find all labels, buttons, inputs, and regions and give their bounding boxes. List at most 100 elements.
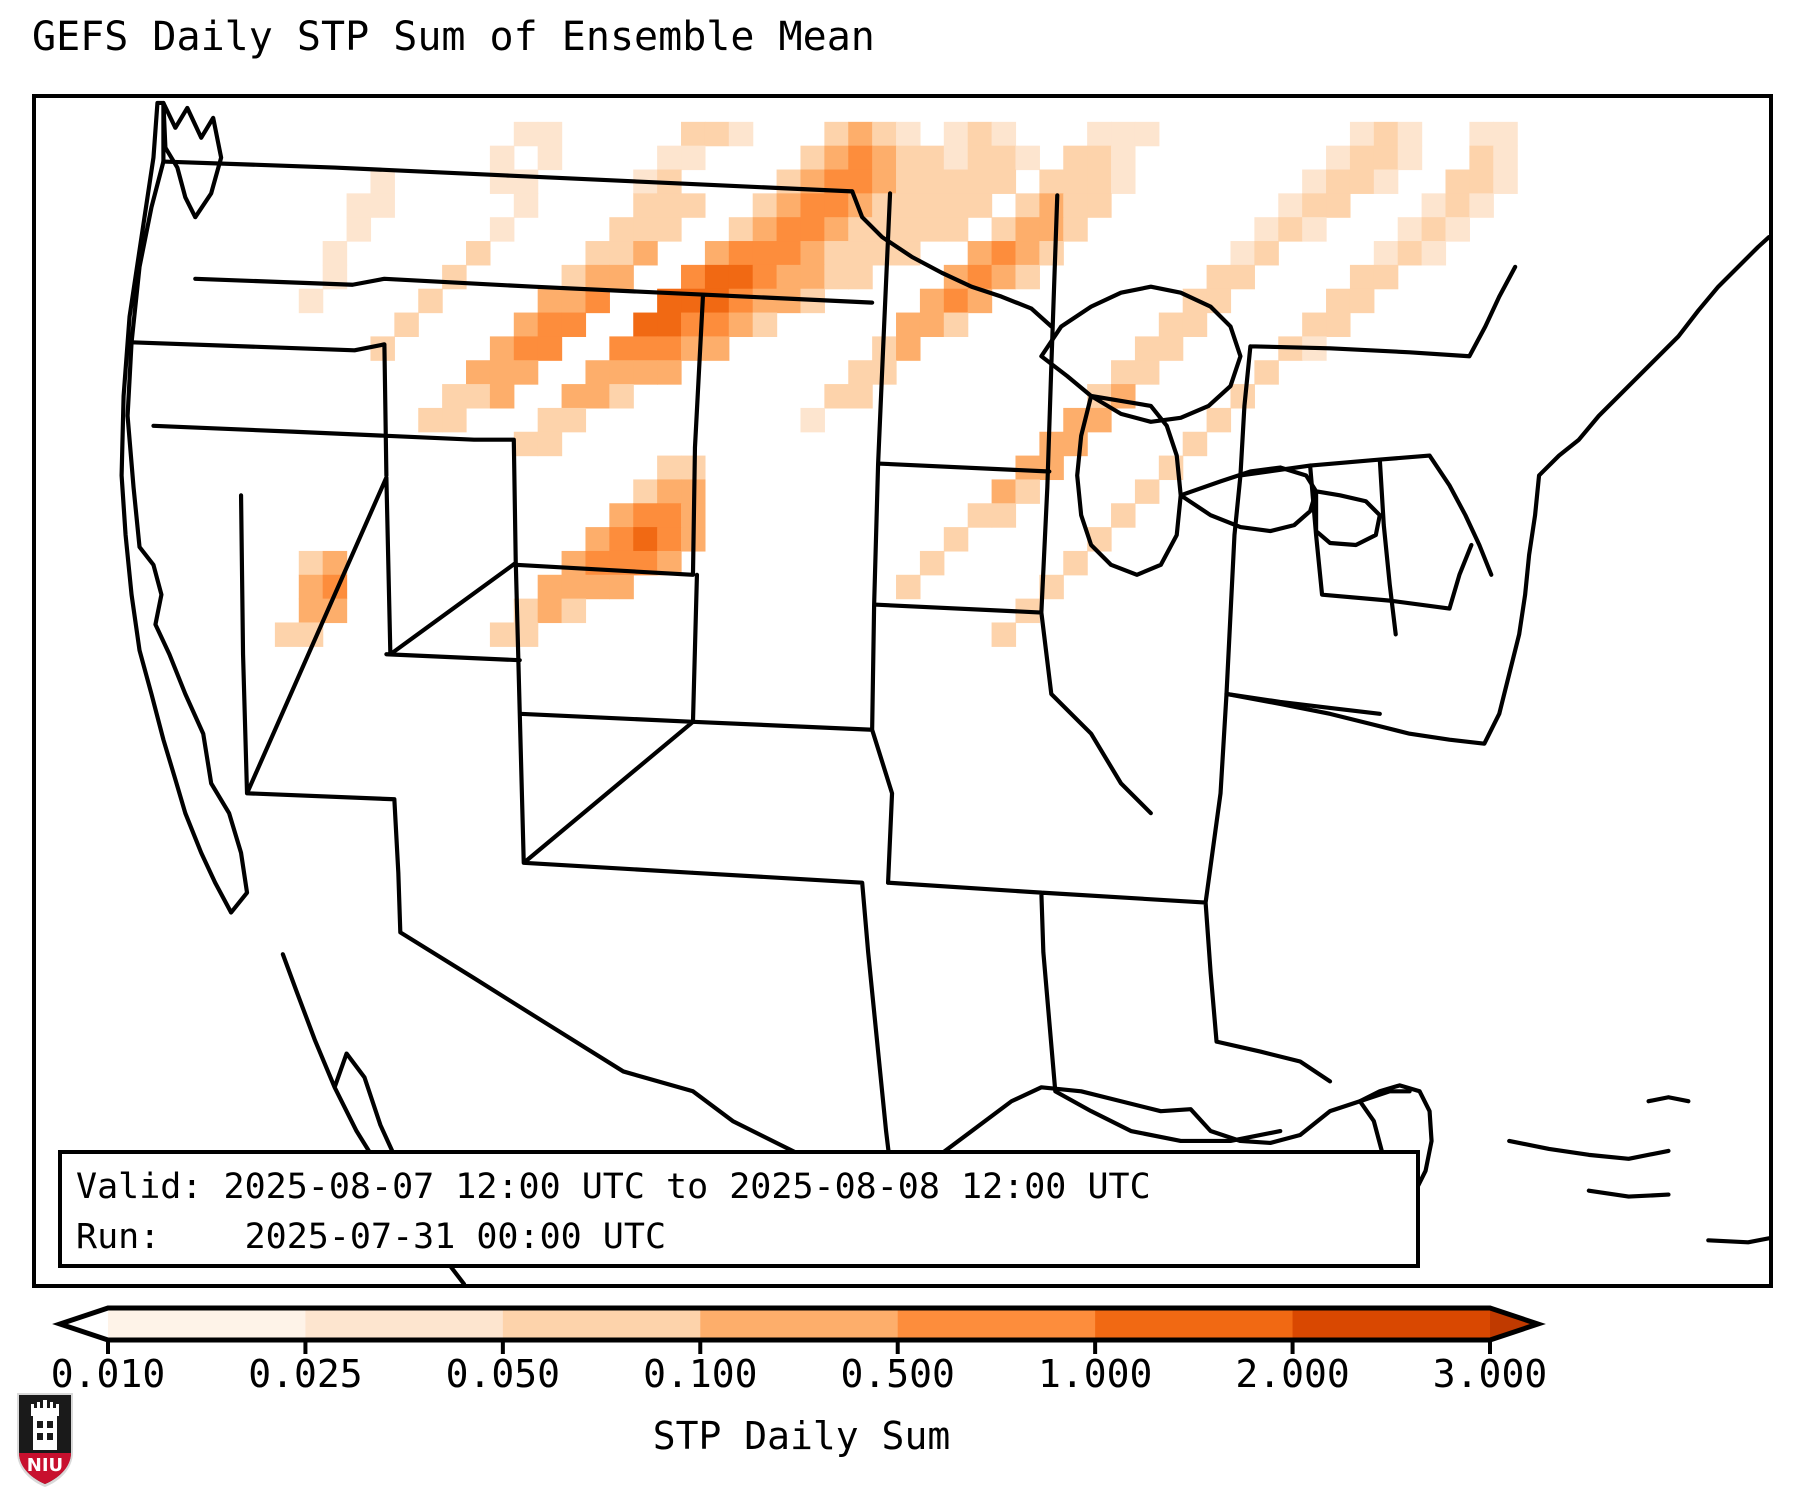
heatmap-cell [1397,121,1423,147]
heatmap-cell [872,145,897,171]
heatmap-cell [1493,145,1518,171]
heatmap-cell [752,193,778,218]
heatmap-cell [1254,360,1279,385]
heatmap-cell [1039,193,1064,218]
heatmap-cell [1326,169,1351,194]
heatmap-cell [943,527,969,552]
colorbar-cap-low [60,1308,108,1340]
heatmap-cell [633,527,658,552]
heatmap-cell [1421,193,1447,218]
heatmap-cell [537,431,563,457]
heatmap-cell [896,312,921,337]
heatmap-cell [1349,264,1375,290]
heatmap-cell [657,193,682,218]
heatmap-cell [967,169,993,194]
heatmap-cell [513,336,539,361]
heatmap-cell [681,193,706,218]
heatmap-cell [346,217,372,242]
heatmap-cell [1469,193,1494,218]
heatmap-cell [991,503,1017,528]
heatmap-cell [489,217,515,242]
heatmap-cell [1206,288,1232,314]
caribbean-islands [1507,1095,1769,1245]
heatmap-cell [633,503,658,528]
heatmap-cell [489,384,515,409]
heatmap-cell [442,384,467,409]
heatmap-cell [1373,169,1399,194]
heatmap-cell [418,288,443,314]
heatmap-cell [704,121,730,147]
heatmap-cell [824,217,849,242]
heatmap-cell [752,288,778,314]
colorbar-band [700,1308,899,1340]
heatmap-cell [1134,336,1160,361]
heatmap-cell [872,121,897,147]
heatmap-cell [1302,193,1327,218]
heatmap-cell [1302,312,1327,337]
heatmap-cell [657,336,682,361]
heatmap-cell [633,312,658,337]
heatmap-cell [537,598,563,624]
heatmap-cell [513,193,539,218]
heatmap-cell [1349,145,1375,171]
coastline-east [1224,234,1769,746]
heatmap-cell [1493,121,1518,147]
heatmap-cell [1039,455,1064,481]
colorbar-ticks [106,1340,1492,1354]
colorbar-axis-label: STP Daily Sum [0,1414,1803,1458]
heatmap-cell [633,193,658,218]
heatmap-cell [418,407,443,433]
heatmap-cell [1373,145,1399,171]
heatmap-cell [1397,145,1423,171]
heatmap-cell [681,145,706,171]
state-borders-east [1224,264,1518,716]
heatmap-cell [609,360,634,385]
heatmap-cell [489,145,515,171]
heatmap-cell [1087,169,1112,194]
heatmap-cell [561,312,587,337]
heatmap-cell [370,193,395,218]
heatmap-cell [657,360,682,385]
heatmap-cell [1158,312,1184,337]
heatmap-cell [1015,455,1040,481]
heatmap-cell [824,384,849,409]
heatmap-cell [585,264,610,290]
colorbar-band [1292,1308,1491,1340]
heatmap-cell [967,503,993,528]
heatmap-cell [848,241,873,266]
heatmap-cell [967,193,993,218]
heatmap-cell [561,264,587,290]
heatmap-cell [1039,217,1064,242]
heatmap-cell [1349,169,1375,194]
heatmap-cell [657,217,682,242]
heatmap-cell [609,336,634,361]
heatmap-cell [1206,407,1232,433]
colorbar-tick-label: 3.000 [1432,1352,1548,1396]
great-lakes [1039,284,1382,577]
heatmap-cell [728,241,754,266]
heatmap-cell [943,145,969,171]
map-canvas [119,100,1769,1284]
puget-sound [161,100,224,220]
heatmap-cell [537,407,563,433]
heatmap-cell [370,169,395,194]
heatmap-cell [824,145,849,171]
coastline-gulf [889,1085,1412,1183]
heatmap-layer [274,121,1518,647]
heatmap-cell [872,193,897,218]
heatmap-cell [704,312,730,337]
heatmap-cell [1230,241,1255,266]
heatmap-cell [776,241,802,266]
heatmap-cell [681,264,706,290]
heatmap-cell [585,241,610,266]
logo-tower-icon [31,1400,59,1416]
heatmap-cell [776,217,802,242]
heatmap-cell [585,360,610,385]
heatmap-cell [1134,121,1160,147]
heatmap-cell [1134,479,1160,504]
heatmap-cell [1278,217,1303,242]
heatmap-cell [322,241,348,266]
heatmap-cell [1111,169,1136,194]
heatmap-cell [991,264,1017,290]
heatmap-cell [896,574,921,600]
